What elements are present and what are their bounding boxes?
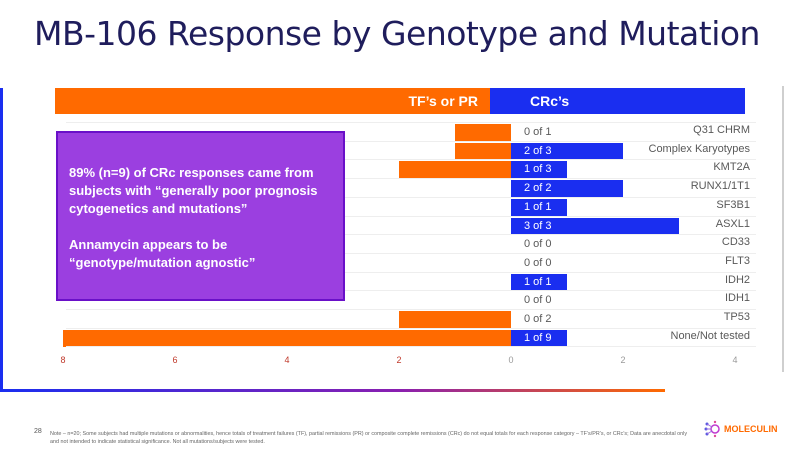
bar-crc — [511, 180, 623, 198]
molecule-icon — [704, 420, 720, 438]
category-label: SF3B1 — [716, 198, 750, 211]
row-divider — [66, 346, 756, 348]
category-label: Complex Karyotypes — [648, 142, 751, 155]
bar-crc — [511, 161, 567, 179]
header-tf-pr: TF’s or PR — [55, 88, 490, 114]
fraction-label: 1 of 3 — [524, 163, 552, 176]
category-label: FLT3 — [725, 254, 750, 267]
row-divider — [66, 234, 756, 236]
callout-box: 89% (n=9) of CRc responses came from sub… — [56, 131, 345, 301]
bar-crc — [511, 329, 567, 347]
moleculin-logo: MOLECULIN — [704, 420, 778, 438]
row-divider — [66, 215, 756, 217]
fraction-label: 0 of 0 — [524, 238, 552, 251]
category-label: RUNX1/1T1 — [690, 180, 750, 193]
logo-text: MOLECULIN — [724, 424, 778, 434]
category-label: Q31 CHRM — [693, 124, 750, 136]
bar-crc — [511, 142, 623, 160]
fraction-label: 0 of 0 — [524, 256, 552, 269]
row-divider — [66, 271, 756, 273]
x-tick-label: 2 — [396, 355, 402, 365]
callout-text-2: Annamycin appears to be “genotype/mutati… — [69, 237, 256, 270]
bar-tf-pr — [63, 329, 511, 347]
bar-tf-pr — [455, 142, 511, 160]
bar-crc — [511, 273, 567, 291]
row-divider — [66, 196, 756, 198]
category-label: IDH1 — [724, 292, 750, 305]
category-label: TP53 — [723, 311, 750, 323]
x-tick-label: 2 — [620, 355, 626, 365]
fraction-label: 1 of 1 — [524, 275, 552, 288]
bar-tf-pr — [455, 124, 511, 141]
callout-text-1: 89% (n=9) of CRc responses came from sub… — [69, 165, 318, 216]
fraction-label: 2 of 2 — [524, 182, 552, 195]
header-crc-label: CRc’s — [530, 93, 570, 109]
row-divider — [66, 122, 756, 123]
category-label: CD33 — [721, 236, 750, 249]
page-title: MB-106 Response by Genotype and Mutation — [34, 14, 760, 53]
fraction-label: 2 of 3 — [524, 144, 552, 157]
fraction-label: 0 of 0 — [524, 294, 552, 307]
x-tick-label: 4 — [732, 355, 738, 365]
x-tick-label: 4 — [284, 355, 290, 365]
header-crc: CRc’s — [490, 88, 745, 114]
header-tf-pr-label: TF’s or PR — [408, 93, 479, 109]
bar-crc — [511, 217, 679, 235]
row-divider — [66, 178, 756, 180]
decorative-right-border — [782, 86, 784, 372]
fraction-label: 1 of 9 — [524, 331, 552, 344]
x-tick-label: 8 — [60, 355, 66, 365]
category-label: IDH2 — [724, 273, 750, 286]
fraction-label: 1 of 1 — [524, 200, 552, 213]
category-label: ASXL1 — [715, 217, 750, 230]
decorative-left-border — [0, 88, 3, 391]
fraction-label: 0 of 2 — [524, 313, 552, 325]
row-divider — [66, 252, 756, 254]
row-divider — [66, 309, 756, 310]
fraction-label: 0 of 1 — [524, 126, 552, 138]
row-divider — [66, 290, 756, 292]
x-tick-label: 0 — [508, 355, 514, 365]
page-number: 28 — [34, 428, 42, 435]
bar-tf-pr — [399, 311, 511, 328]
row-divider — [66, 327, 756, 329]
bar-crc — [511, 198, 567, 216]
decorative-bottom-border — [0, 389, 665, 392]
row-divider — [66, 140, 756, 142]
category-label: KMT2A — [713, 161, 750, 174]
footnote: Note – n=20; Some subjects had multiple … — [50, 431, 688, 445]
row-divider — [66, 159, 756, 161]
x-tick-label: 6 — [172, 355, 178, 365]
category-label: None/Not tested — [670, 329, 751, 342]
fraction-label: 3 of 3 — [524, 219, 552, 232]
bar-tf-pr — [399, 161, 511, 179]
